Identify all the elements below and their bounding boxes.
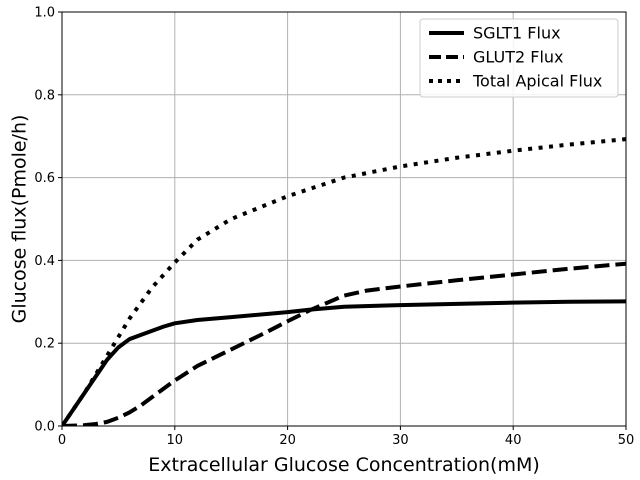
axis-ticks: 0 10 20 30 40 50 0.0 0.2 0.4 0.6 0.8 1.0 (34, 6, 634, 449)
y-axis-label: Glucose flux(Pmole/h) (9, 115, 31, 324)
y-tick-label: 0.6 (34, 171, 55, 186)
legend-label: GLUT2 Flux (473, 48, 564, 67)
x-tick-label: 30 (392, 433, 409, 448)
plot-frame (61, 11, 627, 427)
y-tick-label: 1.0 (34, 6, 55, 21)
legend: SGLT1 Flux GLUT2 Flux Total Apical Flux (419, 18, 619, 98)
legend-label: SGLT1 Flux (473, 24, 561, 43)
y-tick-label: 0.8 (34, 88, 55, 103)
series-line-2 (62, 137, 626, 426)
y-tick-label: 0.4 (34, 254, 55, 269)
series-lines (62, 137, 626, 426)
x-tick-label: 40 (505, 433, 522, 448)
legend-label: Total Apical Flux (472, 72, 602, 91)
y-tick-label: 0.2 (34, 337, 55, 352)
y-tick-label: 0.0 (34, 420, 55, 435)
x-axis-label: Extracellular Glucose Concentration(mM) (148, 454, 540, 476)
legend-box (419, 18, 619, 98)
x-tick-label: 20 (279, 433, 296, 448)
x-tick-label: 0 (58, 433, 66, 448)
x-tick-label: 50 (618, 433, 635, 448)
x-tick-label: 10 (167, 433, 184, 448)
series-line-1 (62, 261, 626, 426)
